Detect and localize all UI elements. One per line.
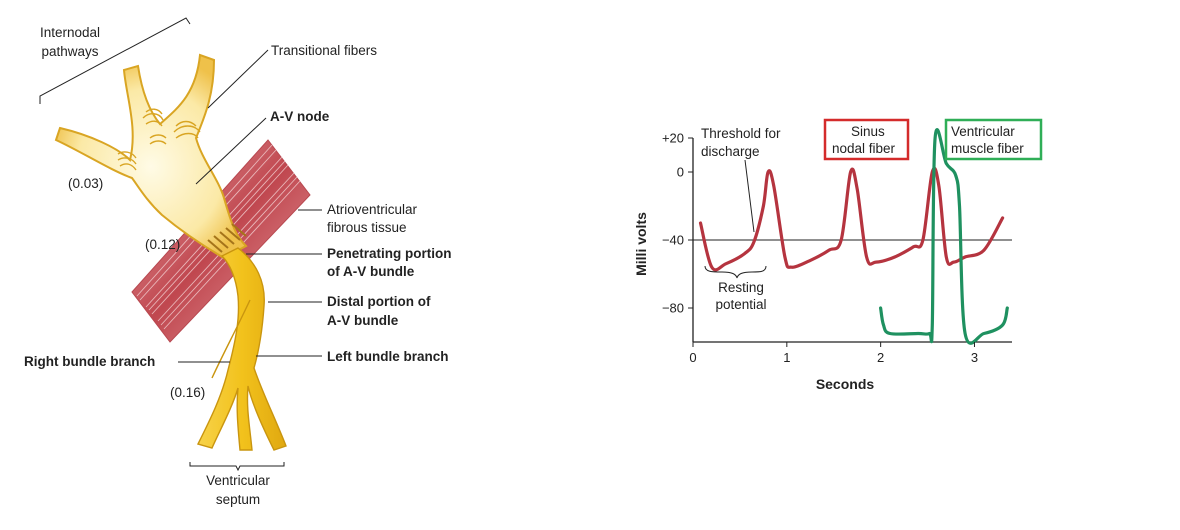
label-av-fibrous-1: Atrioventricular [327, 202, 418, 217]
x-tick-label: 1 [783, 350, 790, 365]
label-left-bundle-branch: Left bundle branch [327, 349, 449, 364]
series-ventricular-muscle-fiber [879, 128, 1009, 345]
sinus-box-line-2: nodal fiber [832, 141, 896, 156]
annotation-resting-2: potential [715, 297, 766, 312]
x-tick-label: 2 [877, 350, 884, 365]
ventricular-box-line-2: muscle fiber [951, 141, 1024, 156]
label-septum-1: Ventricular [206, 473, 270, 488]
av-node-shape [54, 53, 248, 260]
label-internodal-1: Internodal [40, 25, 100, 40]
y-axis-title: Milli volts [633, 212, 649, 276]
svg-text:Internodal: Internodal [40, 25, 100, 40]
y-tick-label: −40 [662, 233, 684, 248]
av-bundle-shape [196, 247, 287, 451]
ventricular-box-line-1: Ventricular [951, 124, 1015, 139]
label-av-fibrous-2: fibrous tissue [327, 220, 407, 235]
annotation-threshold-2: discharge [701, 144, 760, 159]
y-tick-label: −80 [662, 301, 684, 316]
label-internodal-2: pathways [41, 44, 98, 59]
conduction-system-diagram: Internodal pathways Transitional fibers … [24, 17, 452, 507]
label-distal-2: A-V bundle [327, 313, 399, 328]
resting-brace [704, 265, 767, 279]
sinus-nodal-fiber-box [823, 118, 910, 161]
penetrating-portion-shape [207, 223, 247, 253]
chart-ticks: 0 1 2 3 +20 0 −40 −80 [662, 131, 978, 366]
label-septum-2: septum [216, 492, 260, 507]
time-0-12: (0.12) [145, 237, 180, 252]
action-potential-chart: 0 1 2 3 +20 0 −40 −80 Seconds Milli volts Thres… [633, 118, 1043, 392]
y-tick-label: +20 [662, 131, 684, 146]
label-av-node: A-V node [270, 109, 330, 124]
svg-text:pathways: pathways [41, 44, 98, 59]
threshold-leader [744, 159, 755, 233]
label-transitional-fibers: Transitional fibers [271, 43, 377, 58]
anatomy-leader-lines [39, 17, 322, 472]
y-tick-label: 0 [677, 165, 684, 180]
x-tick-label: 3 [971, 350, 978, 365]
label-distal-1: Distal portion of [327, 294, 431, 309]
ventricular-muscle-fiber-box [944, 118, 1043, 161]
series-sinus-nodal-fiber [698, 166, 1005, 272]
time-0-03: (0.03) [68, 176, 103, 191]
label-right-bundle-branch: Right bundle branch [24, 354, 155, 369]
sinus-box-line-1: Sinus [851, 124, 885, 139]
x-axis-title: Seconds [816, 376, 875, 392]
time-0-16: (0.16) [170, 385, 205, 400]
annotation-resting-1: Resting [718, 280, 764, 295]
chart-series [698, 128, 1009, 345]
x-tick-label: 0 [689, 350, 696, 365]
label-penetrating-2: of A-V bundle [327, 264, 415, 279]
annotation-threshold-1: Threshold for [701, 126, 781, 141]
label-penetrating-1: Penetrating portion [327, 246, 452, 261]
